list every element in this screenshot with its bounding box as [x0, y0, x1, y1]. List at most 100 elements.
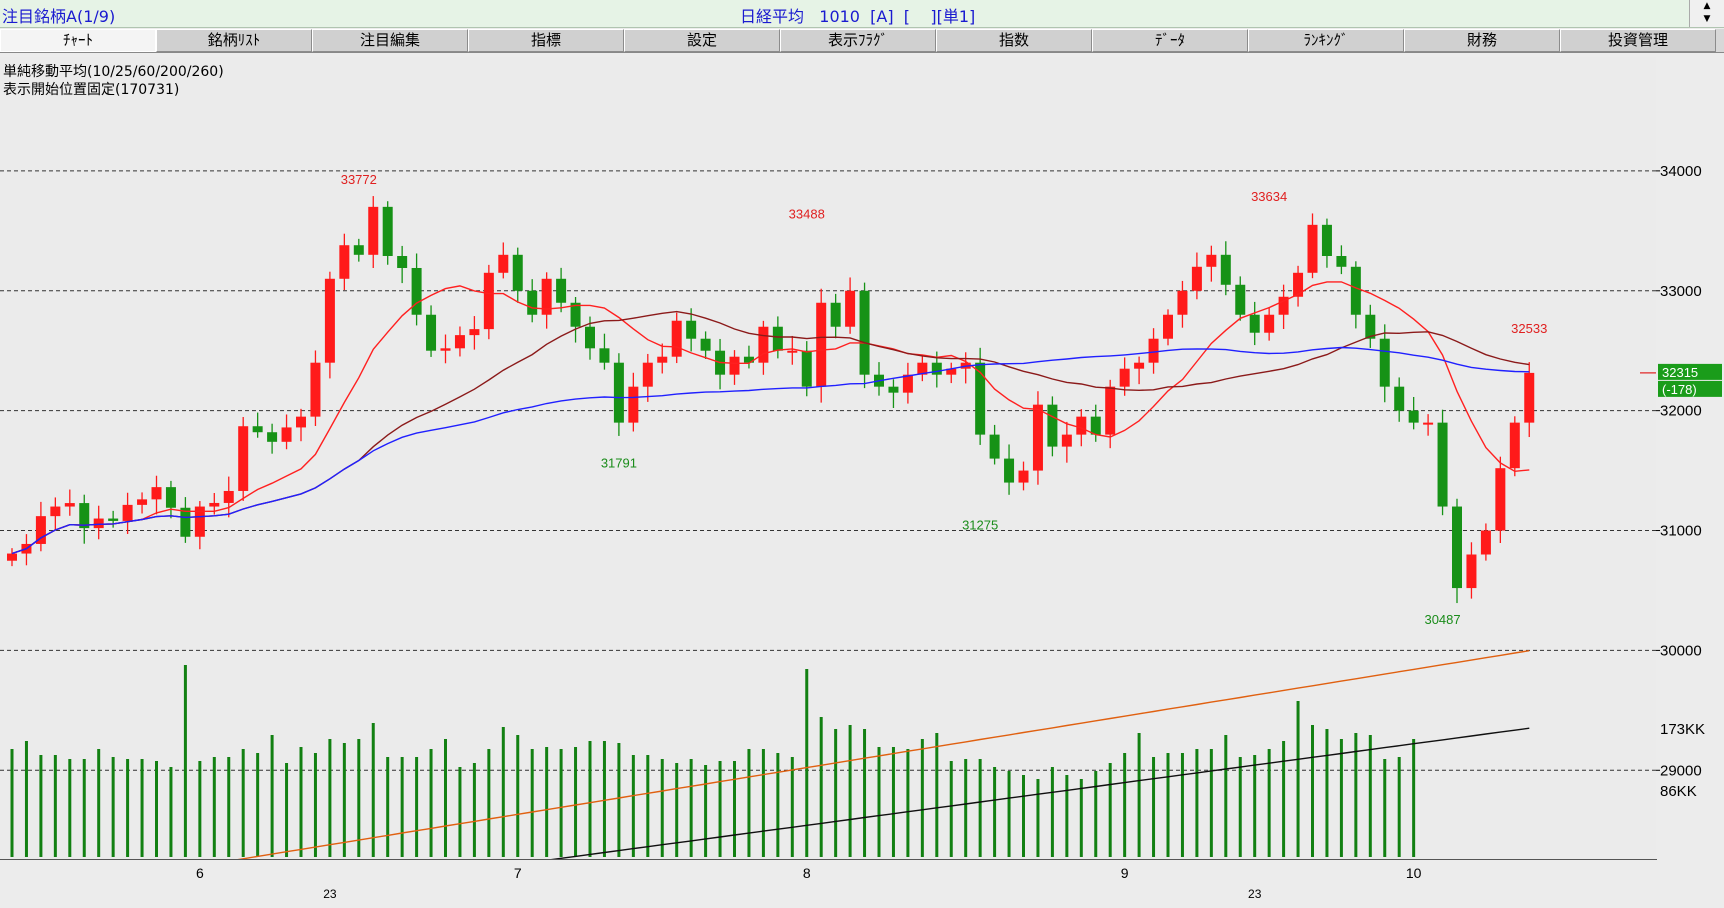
volume-bar [111, 757, 115, 857]
volume-bar [227, 757, 231, 857]
volume-bar [183, 665, 187, 857]
y-tick-label: 31000 [1660, 523, 1702, 540]
volume-bar [1412, 739, 1416, 857]
volume-bar [761, 749, 765, 857]
volume-bar [241, 749, 245, 857]
candle-body [1321, 224, 1332, 257]
candle-body [1524, 372, 1535, 423]
volume-bar [617, 743, 621, 857]
candle-body [585, 326, 595, 349]
candle-body [1480, 530, 1491, 555]
candle-body [7, 553, 17, 561]
volume-bar [805, 669, 809, 857]
candle-body [729, 356, 740, 375]
volume-bar [1238, 757, 1242, 857]
tab-indicators[interactable]: 指標 [468, 29, 624, 52]
volume-bar [906, 749, 910, 857]
last-price-badge [1658, 363, 1722, 380]
volume-bar [1397, 757, 1401, 857]
tab-ranking[interactable]: ﾗﾝｷﾝｸﾞ [1248, 29, 1404, 52]
candle-body [772, 326, 783, 351]
candle-body [1278, 296, 1289, 315]
volume-bar [212, 757, 216, 857]
candle-body [483, 272, 494, 330]
candle-body [628, 386, 639, 423]
extreme-annotation: 33772 [341, 172, 377, 187]
candle-body [671, 320, 682, 357]
candle-body [1119, 368, 1130, 387]
candle-body [440, 348, 451, 351]
ma10-line [11, 281, 1530, 555]
volume-bar [169, 767, 173, 857]
volume-bar [1137, 733, 1141, 857]
ma-legend: 単純移動平均(10/25/60/200/260) [3, 64, 224, 80]
extreme-annotation: 31791 [601, 456, 637, 471]
x-month-label: 7 [514, 865, 522, 881]
volume-bar [834, 729, 838, 857]
volume-bar [675, 763, 679, 857]
candle-body [137, 499, 148, 505]
candle-body [1365, 314, 1376, 339]
volume-bar [588, 741, 592, 857]
candle-body [1307, 224, 1318, 273]
x-day-label: 23 [1248, 887, 1262, 901]
volume-bar [386, 757, 390, 857]
candle-body [281, 427, 292, 442]
volume-bar [472, 763, 476, 857]
scroll-up-icon[interactable]: ▲ [1703, 1, 1711, 11]
list-scroll-control[interactable]: ▲ ▼ [1689, 0, 1724, 27]
candle-body [845, 290, 856, 327]
tab-chart[interactable]: ﾁｬｰﾄ [0, 29, 156, 52]
tab-financials[interactable]: 財務 [1404, 29, 1560, 52]
tab-watch-edit[interactable]: 注目編集 [312, 29, 468, 52]
volume-bar [82, 759, 86, 857]
volume-bar [978, 759, 982, 857]
extreme-annotation: 33488 [789, 206, 825, 221]
candle-body [975, 362, 986, 435]
tab-investment-management[interactable]: 投資管理 [1560, 29, 1716, 52]
chart-panel[interactable]: 33772 33488 33634 32533 31791 31275 30487 単純移動… [0, 57, 1657, 860]
candle-body [1032, 404, 1043, 471]
volume-bar [790, 757, 794, 857]
candle-body [816, 302, 827, 387]
candle-body [122, 504, 133, 521]
volume-bar [545, 747, 549, 857]
candle-body [570, 302, 581, 327]
candle-body [411, 267, 422, 315]
watchlist-title[interactable]: 注目銘柄A(1/9) [2, 7, 116, 26]
tab-stock-list[interactable]: 銘柄ﾘｽﾄ [156, 29, 312, 52]
volume-bar [1050, 767, 1054, 857]
candle-body [989, 434, 1000, 459]
volume-bar [1065, 775, 1069, 857]
tab-settings[interactable]: 設定 [624, 29, 780, 52]
x-month-label: 8 [803, 865, 811, 881]
candle-body [1134, 362, 1145, 369]
volume-bar [935, 733, 939, 857]
candle-body [1350, 266, 1361, 315]
volume-bar [429, 749, 433, 857]
volume-bar [646, 755, 650, 857]
volume-bar [993, 767, 997, 857]
volume-bar [1108, 763, 1112, 857]
candle-body [310, 362, 321, 417]
candle-body [151, 487, 162, 500]
volume-bar [357, 739, 361, 857]
candle-body [382, 206, 393, 257]
candle-body [1264, 314, 1275, 333]
candle-body [700, 338, 711, 351]
volume-bar [516, 735, 520, 857]
scroll-down-icon[interactable]: ▼ [1703, 14, 1711, 24]
volume-bar [415, 757, 419, 857]
volume-bar [1253, 755, 1257, 857]
volume-bar [704, 765, 708, 857]
volume-bar [501, 727, 505, 857]
tab-data[interactable]: ﾃﾞｰﾀ [1092, 29, 1248, 52]
candle-body [1206, 254, 1217, 267]
tab-display-flags[interactable]: 表示ﾌﾗｸﾞ [780, 29, 936, 52]
display-start-note: 表示開始位置固定(170731) [3, 82, 180, 98]
tab-index[interactable]: 指数 [936, 29, 1092, 52]
candle-body [1408, 410, 1419, 423]
candle-body [209, 502, 220, 507]
volume-bar [39, 755, 43, 857]
candle-body [1509, 422, 1520, 469]
